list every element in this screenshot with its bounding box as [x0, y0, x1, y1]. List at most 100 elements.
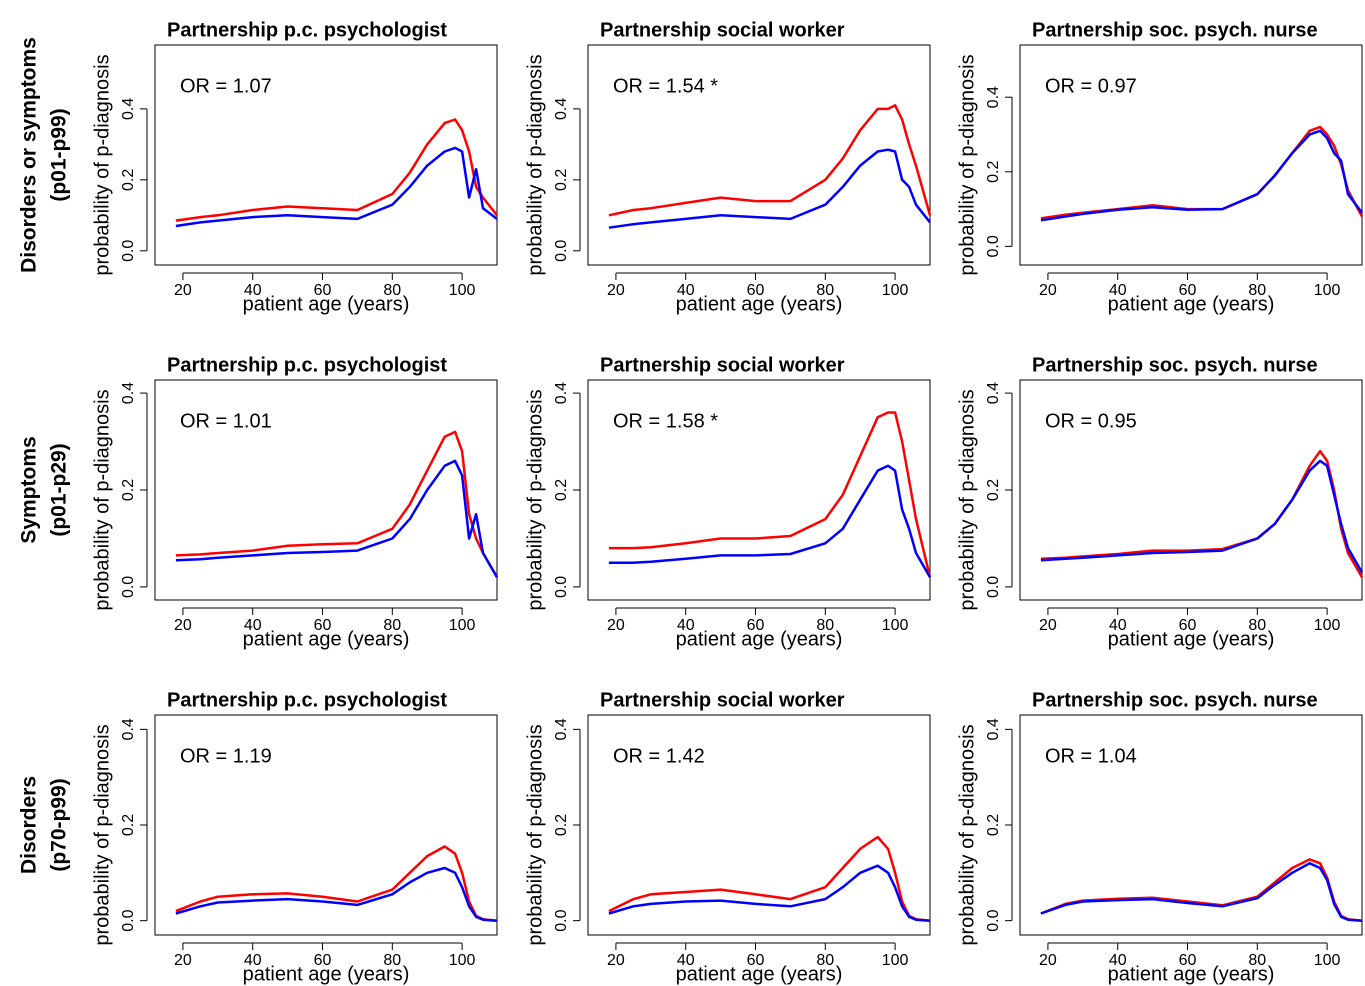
y-tick-label: 0.4 — [553, 382, 570, 404]
x-axis-label: patient age (years) — [676, 963, 843, 985]
x-tick-label: 80 — [1248, 617, 1266, 634]
plot-frame — [154, 714, 498, 936]
plot-frame — [1019, 44, 1363, 266]
y-tick-label: 0.4 — [120, 718, 137, 740]
row-label: Disorders — [18, 776, 41, 874]
annotation: OR = 1.42 — [613, 745, 705, 767]
x-tick-label: 100 — [882, 952, 909, 969]
x-tick-label: 40 — [1109, 617, 1127, 634]
x-tick-label: 40 — [677, 952, 695, 969]
data-line — [608, 148, 931, 229]
x-tick-label: 100 — [1314, 282, 1341, 299]
annotation: OR = 0.95 — [1045, 410, 1137, 432]
x-tick-label: 100 — [449, 282, 476, 299]
y-axis-label: probability of p-diagnosis — [524, 54, 546, 275]
x-tick-label: 60 — [1179, 282, 1197, 299]
row-label: (p70-p99) — [48, 778, 71, 871]
y-tick-label: 0.2 — [120, 479, 137, 501]
x-tick-label: 100 — [449, 617, 476, 634]
x-axis-label: patient age (years) — [1108, 293, 1275, 315]
x-tick-label: 80 — [816, 952, 834, 969]
x-axis-label: patient age (years) — [676, 293, 843, 315]
y-axis-label: probability of p-diagnosis — [91, 54, 113, 275]
x-tick-label: 20 — [607, 952, 625, 969]
annotation: OR = 1.01 — [180, 410, 272, 432]
data-line — [608, 835, 931, 922]
data-line — [175, 459, 499, 578]
x-tick-label: 40 — [244, 282, 262, 299]
x-tick-label: 40 — [244, 952, 262, 969]
x-tick-label: 100 — [1314, 617, 1341, 634]
y-tick-label: 0.2 — [553, 169, 570, 191]
x-tick-label: 20 — [174, 282, 192, 299]
chart-title: Partnership social worker — [600, 689, 845, 711]
y-axis-label: probability of p-diagnosis — [91, 724, 113, 945]
data-line — [608, 411, 932, 578]
y-tick-label: 0.0 — [120, 576, 137, 598]
y-tick-label: 0.2 — [553, 814, 570, 836]
annotation: OR = 1.54 * — [613, 75, 718, 97]
x-tick-label: 80 — [383, 952, 401, 969]
x-tick-label: 80 — [383, 282, 401, 299]
y-tick-label: 0.0 — [553, 240, 570, 262]
x-tick-label: 80 — [1248, 282, 1266, 299]
y-tick-label: 0.4 — [553, 718, 570, 740]
y-tick-label: 0.0 — [120, 909, 137, 931]
data-line — [175, 866, 498, 922]
x-tick-label: 60 — [747, 617, 765, 634]
chart-title: Partnership soc. psych. nurse — [1032, 354, 1318, 376]
y-axis-label: probability of p-diagnosis — [91, 389, 113, 610]
data-line — [1040, 862, 1363, 922]
y-tick-label: 0.2 — [985, 814, 1002, 836]
y-tick-label: 0.0 — [985, 235, 1002, 257]
chart-title: Partnership social worker — [600, 19, 845, 41]
data-line — [608, 464, 932, 578]
x-tick-label: 40 — [1109, 282, 1127, 299]
data-line — [1040, 129, 1363, 222]
data-line — [608, 104, 932, 217]
chart-title: Partnership p.c. psychologist — [167, 19, 447, 41]
plot-frame — [1019, 714, 1363, 936]
x-axis-label: patient age (years) — [1108, 628, 1275, 650]
plot-frame — [587, 379, 931, 601]
y-axis-label: probability of p-diagnosis — [956, 54, 978, 275]
y-tick-label: 0.0 — [553, 909, 570, 931]
x-tick-label: 80 — [816, 282, 834, 299]
x-tick-label: 80 — [383, 617, 401, 634]
chart-title: Partnership soc. psych. nurse — [1032, 19, 1318, 41]
chart-title: Partnership social worker — [600, 354, 845, 376]
chart-title: Partnership p.c. psychologist — [167, 689, 447, 711]
data-line — [175, 845, 498, 922]
x-tick-label: 40 — [1109, 952, 1127, 969]
y-tick-label: 0.4 — [985, 86, 1002, 108]
x-tick-label: 40 — [677, 617, 695, 634]
x-axis-label: patient age (years) — [1108, 963, 1275, 985]
x-tick-label: 80 — [816, 617, 834, 634]
row-label: Disorders or symptoms — [18, 37, 41, 273]
data-line — [175, 118, 498, 222]
x-tick-label: 40 — [244, 617, 262, 634]
x-axis-label: patient age (years) — [243, 963, 410, 985]
y-axis-label: probability of p-diagnosis — [956, 724, 978, 945]
plot-frame — [1019, 379, 1363, 601]
y-tick-label: 0.2 — [120, 169, 137, 191]
x-tick-label: 20 — [174, 617, 192, 634]
x-axis-label: patient age (years) — [676, 628, 843, 650]
data-line — [1040, 459, 1364, 574]
annotation: OR = 0.97 — [1045, 75, 1137, 97]
row-label: (p01-p99) — [48, 108, 71, 201]
data-line — [1040, 858, 1363, 922]
y-tick-label: 0.2 — [985, 479, 1002, 501]
x-tick-label: 100 — [882, 282, 909, 299]
x-tick-label: 100 — [882, 617, 909, 634]
y-tick-label: 0.0 — [985, 576, 1002, 598]
y-tick-label: 0.0 — [985, 909, 1002, 931]
data-line — [1040, 125, 1364, 220]
y-axis-label: probability of p-diagnosis — [524, 389, 546, 610]
plot-frame — [154, 379, 498, 601]
x-tick-label: 60 — [314, 952, 332, 969]
annotation: OR = 1.07 — [180, 75, 272, 97]
y-tick-label: 0.2 — [985, 161, 1002, 183]
